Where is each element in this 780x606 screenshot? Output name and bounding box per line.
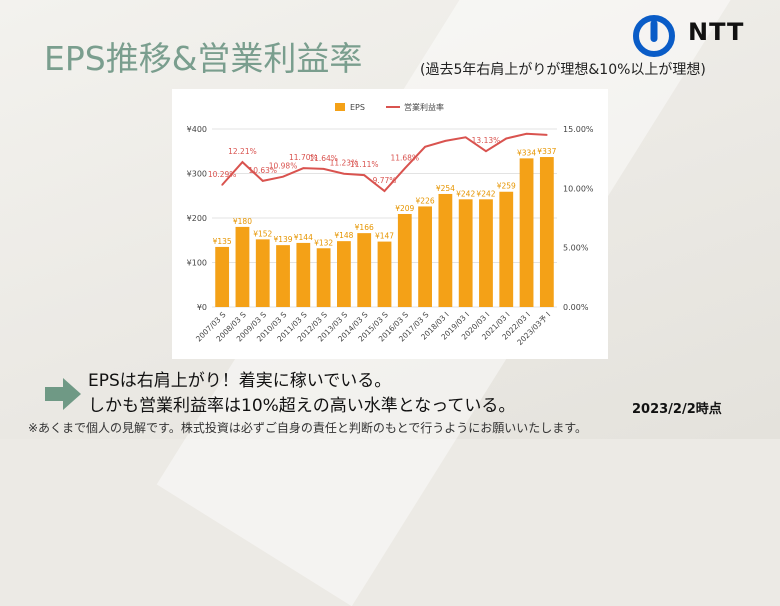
bar-data-label: ¥152: [253, 229, 272, 238]
y-right-tick-label: 0.00%: [563, 303, 589, 312]
y-left-tick-label: ¥0: [197, 303, 207, 312]
message-line-1: EPSは右肩上がり！着実に稼いでいる。: [88, 371, 392, 391]
line-data-label: 10.63%: [248, 166, 277, 175]
line-point: [403, 167, 406, 170]
bar-data-label: ¥242: [456, 189, 475, 198]
bar-data-label: ¥166: [355, 223, 374, 232]
bar-data-label: ¥144: [294, 233, 313, 242]
bar: [357, 233, 372, 307]
bar-data-label: ¥147: [375, 232, 394, 241]
line-point: [302, 167, 305, 169]
y-left-tick-label: ¥200: [187, 214, 207, 223]
bar-data-label: ¥139: [273, 235, 292, 244]
line-point: [424, 146, 426, 148]
line-point: [546, 134, 548, 136]
bar: [519, 158, 534, 307]
bar-data-label: ¥259: [497, 182, 516, 191]
arrow-right-icon: [45, 378, 81, 410]
y-left-tick-label: ¥100: [187, 259, 207, 268]
page-title: EPS推移&営業利益率: [44, 39, 363, 78]
line-point: [241, 161, 244, 163]
bar: [316, 248, 331, 307]
page-subtitle: (過去5年右肩上がりが理想&10%以上が理想): [420, 62, 706, 78]
bar: [458, 199, 473, 307]
line-point: [505, 137, 508, 140]
bar-data-label: ¥148: [334, 231, 353, 240]
bar-data-label: ¥226: [416, 196, 435, 205]
bar-data-label: ¥135: [213, 237, 232, 246]
ntt-logo-icon: [633, 15, 675, 57]
bar: [418, 206, 432, 307]
bar: [337, 241, 351, 307]
bar-data-label: ¥337: [537, 147, 556, 156]
bar-data-label: ¥254: [436, 184, 455, 193]
bar: [438, 193, 453, 307]
line-data-label: 12.21%: [228, 147, 257, 156]
disclaimer: ※あくまで個人の見解です。株式投資は必ずご自身の責任と判断のもとで行うようにお願…: [28, 421, 588, 435]
bar: [479, 199, 493, 307]
legend-label-eps: EPS: [350, 103, 365, 112]
bar: [235, 226, 250, 307]
line-data-label: 10.29%: [208, 170, 237, 179]
line-data-label: 9.77%: [373, 176, 397, 185]
y-left-tick-label: ¥300: [187, 170, 207, 179]
line-data-label: 10.98%: [269, 162, 298, 171]
eps-margin-chart: ¥0 ¥100 ¥200 ¥300 ¥400 0.00% 5.00% 10.00% 15.00%…: [187, 102, 594, 347]
logo-text: NTT: [688, 18, 745, 46]
line-point: [525, 132, 528, 135]
line-point: [383, 190, 386, 192]
bar-data-label: ¥334: [517, 148, 536, 157]
line-data-label: 11.68%: [390, 153, 419, 162]
y-right-tick-label: 10.00%: [563, 184, 594, 193]
chart-panel: ¥0 ¥100 ¥200 ¥300 ¥400 0.00% 5.00% 10.00% 15.00%…: [172, 89, 608, 359]
line-point: [322, 168, 325, 170]
y-right-tick-label: 15.00%: [563, 125, 594, 134]
bar: [296, 242, 311, 307]
line-point: [282, 175, 284, 178]
legend-label-margin: 営業利益率: [404, 102, 444, 112]
line-point: [343, 172, 345, 175]
bar: [539, 157, 554, 307]
bar: [397, 213, 412, 307]
y-left-tick-label: ¥400: [187, 125, 207, 134]
line-point: [221, 184, 223, 186]
bar: [255, 239, 270, 307]
line-data-label: 11.64%: [309, 154, 338, 163]
line-data-label: 11.23%: [330, 159, 359, 168]
bar-data-label: ¥132: [314, 238, 333, 247]
bar: [377, 241, 392, 307]
line-data-label: 11.11%: [350, 160, 379, 169]
line-point: [464, 136, 467, 139]
bar-data-label: ¥180: [233, 217, 252, 226]
message-line-2: しかも営業利益率は10%超えの高い水準となっている。: [88, 396, 516, 416]
bar: [276, 245, 290, 307]
bar: [499, 191, 514, 307]
y-right-tick-label: 5.00%: [563, 244, 589, 253]
line-point: [363, 174, 366, 176]
legend-swatch-eps: [335, 103, 345, 111]
bar-data-label: ¥242: [476, 189, 495, 198]
bar: [215, 246, 230, 307]
date-note: 2023/2/2時点: [632, 402, 722, 417]
line-data-label: 11.70%: [289, 153, 318, 162]
line-point: [444, 140, 447, 142]
line-point: [261, 180, 264, 182]
line-data-label: 13.13%: [472, 136, 501, 145]
line-point: [485, 150, 487, 152]
bar-data-label: ¥209: [395, 204, 414, 213]
